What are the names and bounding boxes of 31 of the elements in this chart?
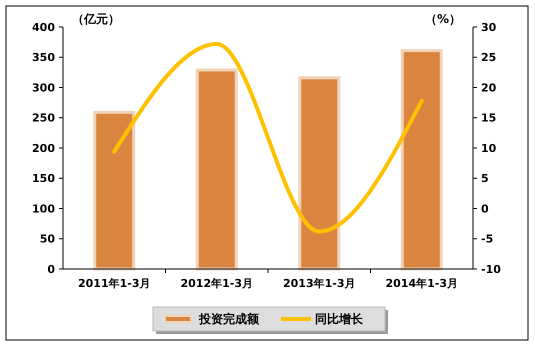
y-axis-title: （亿元）: [72, 12, 120, 26]
y2-tick-label: 15: [481, 112, 496, 125]
line-series: [112, 42, 424, 234]
y-tick-label: 200: [32, 142, 56, 155]
bar: [196, 68, 238, 270]
y-tick-label: 0: [47, 262, 56, 276]
legend-label: 投资完成额: [198, 312, 260, 326]
y-tick-label: 100: [32, 202, 56, 216]
y2-tick-label: -5: [481, 232, 494, 246]
y2-tick-label: -10: [481, 262, 502, 276]
y-tick-label: 50: [40, 232, 56, 246]
y-tick-label: 300: [32, 81, 56, 94]
x-tick-label: 2014年1-3月: [386, 277, 458, 290]
y2-tick-label: 20: [481, 81, 497, 94]
y-tick-label: 150: [32, 172, 56, 186]
bar: [298, 76, 340, 270]
y2-tick-label: 30: [481, 20, 497, 34]
bar: [400, 49, 443, 270]
y2-axis-title: （%）: [424, 12, 462, 26]
x-tick-label: 2012年1-3月: [180, 277, 253, 290]
y-tick-label: 400: [32, 20, 56, 34]
x-tick-label: 2011年1-3月: [78, 277, 150, 290]
y2-tick-label: 0: [481, 202, 489, 216]
legend-label: 同比增长: [315, 312, 364, 326]
bar: [93, 110, 136, 270]
y-tick-label: 350: [32, 51, 56, 64]
y2-tick-label: 5: [481, 172, 489, 186]
y2-tick-label: 10: [481, 142, 497, 155]
y2-tick-label: 25: [481, 51, 496, 64]
x-tick-label: 2013年1-3月: [283, 277, 356, 290]
y-tick-label: 250: [32, 112, 56, 125]
